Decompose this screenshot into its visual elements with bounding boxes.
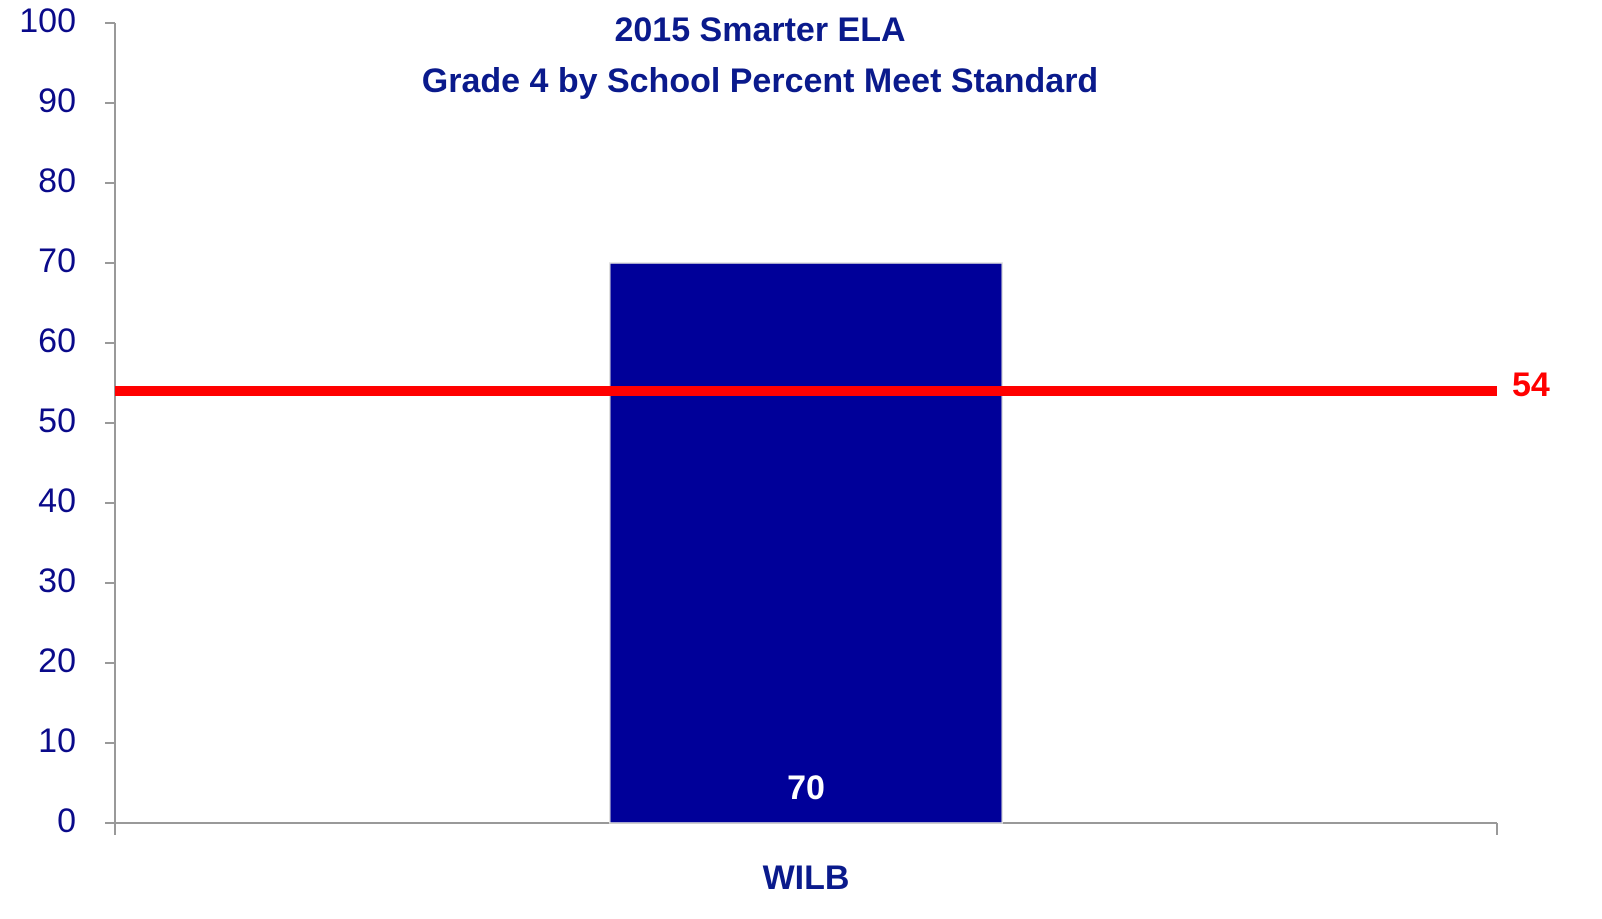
reference-label: 54	[1512, 366, 1550, 404]
y-tick-label: 90	[38, 82, 76, 120]
y-tick-label: 50	[38, 402, 76, 440]
y-tick-label: 20	[38, 642, 76, 680]
chart-subtitle: Grade 4 by School Percent Meet Standard	[422, 62, 1098, 100]
data-label: 70	[787, 769, 825, 807]
x-tick-label: WILB	[763, 859, 850, 897]
y-tick-label: 10	[38, 722, 76, 760]
y-tick-label: 60	[38, 322, 76, 360]
y-tick-label: 30	[38, 562, 76, 600]
y-tick-label: 70	[38, 242, 76, 280]
y-tick-label: 40	[38, 482, 76, 520]
y-tick-label: 100	[19, 2, 76, 40]
y-tick-label: 80	[38, 162, 76, 200]
y-tick-label: 0	[57, 802, 76, 840]
chart-title: 2015 Smarter ELA	[614, 11, 905, 49]
bar	[609, 262, 1003, 824]
